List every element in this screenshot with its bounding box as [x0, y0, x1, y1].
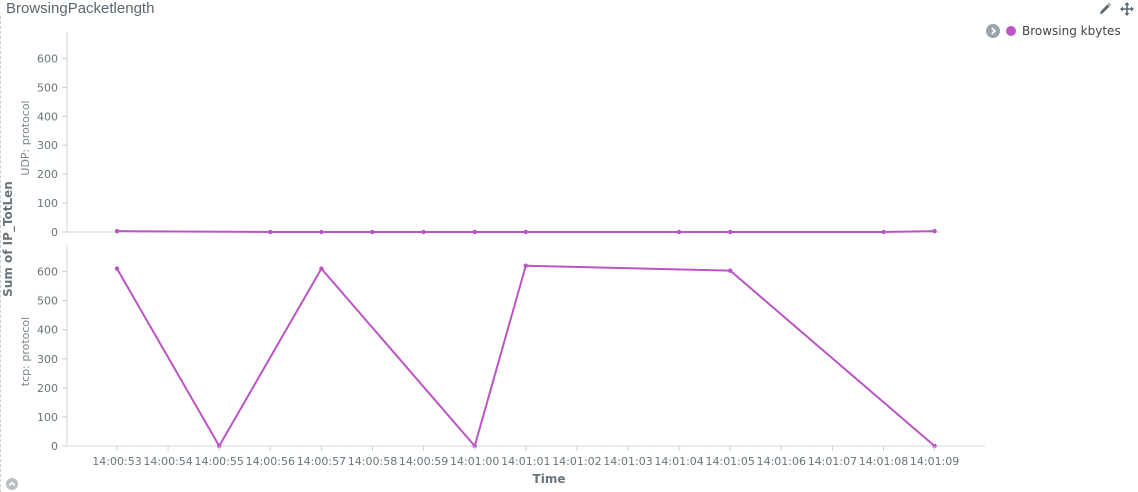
- data-point: [728, 268, 733, 273]
- x-tick-label: 14:00:56: [246, 455, 295, 468]
- y-tick-label: 300: [37, 353, 58, 366]
- x-tick-label: 14:01:04: [654, 455, 703, 468]
- legend-swatch: [1006, 26, 1016, 36]
- y-tick-label: 0: [51, 440, 58, 453]
- series-line: [116, 264, 936, 447]
- x-tick-label: 14:01:01: [501, 455, 550, 468]
- collapse-up-icon[interactable]: [6, 478, 18, 490]
- x-tick-label: 14:01:09: [910, 455, 959, 468]
- chart-legend: Browsing kbytes: [986, 24, 1121, 38]
- y-axis-title: Sum of IP_TotLen: [1, 181, 16, 297]
- data-point: [676, 229, 682, 235]
- y-tick-label: 100: [37, 197, 58, 210]
- panel-left-border: [0, 16, 1, 492]
- data-point: [932, 228, 937, 234]
- x-tick-label: 14:01:07: [808, 455, 857, 468]
- y-tick-label: 400: [37, 324, 58, 337]
- data-point: [319, 229, 324, 235]
- x-tick-label: 14:00:54: [143, 455, 192, 468]
- x-tick-label: 14:01:03: [603, 455, 652, 468]
- x-tick-label: 14:01:00: [450, 455, 499, 468]
- y-tick-label: 400: [37, 110, 58, 123]
- y-tick-label: 600: [37, 266, 58, 279]
- chevron-right-circle-icon[interactable]: [986, 24, 1000, 38]
- data-point: [370, 229, 375, 235]
- x-tick-label: 14:01:08: [859, 455, 908, 468]
- pencil-icon[interactable]: [1098, 2, 1112, 16]
- panel-label: UDP: protocol: [19, 100, 32, 175]
- data-point: [114, 266, 120, 271]
- data-point: [114, 228, 120, 234]
- data-point: [881, 229, 886, 235]
- x-tick-label: 14:01:06: [757, 455, 806, 468]
- x-tick-label: 14:00:53: [92, 455, 141, 468]
- y-tick-label: 200: [37, 168, 58, 181]
- x-axis-title: Time: [533, 472, 566, 486]
- x-tick-label: 14:01:02: [552, 455, 601, 468]
- data-point: [472, 229, 477, 235]
- data-point: [728, 229, 733, 235]
- y-tick-label: 200: [37, 382, 58, 395]
- x-tick-label: 14:00:55: [194, 455, 243, 468]
- y-tick-label: 100: [37, 411, 58, 424]
- x-tick-label: 14:00:57: [297, 455, 346, 468]
- y-tick-label: 0: [51, 226, 58, 239]
- y-tick-label: 600: [37, 52, 58, 65]
- panel-label: tcp: protocol: [19, 317, 32, 386]
- panel-title: BrowsingPacketlength: [6, 0, 155, 17]
- y-tick-label: 500: [37, 295, 58, 308]
- legend-label[interactable]: Browsing kbytes: [1022, 24, 1121, 38]
- y-tick-label: 500: [37, 81, 58, 94]
- data-point: [421, 229, 426, 235]
- move-arrows-icon[interactable]: [1120, 2, 1134, 16]
- x-tick-label: 14:00:59: [399, 455, 448, 468]
- data-point: [268, 229, 273, 235]
- panel-toolbar: [1098, 2, 1134, 16]
- data-point: [319, 266, 324, 271]
- x-tick-label: 14:01:05: [705, 455, 754, 468]
- data-point: [523, 229, 528, 235]
- data-point: [523, 263, 528, 268]
- x-tick-label: 14:00:58: [348, 455, 397, 468]
- y-tick-label: 300: [37, 139, 58, 152]
